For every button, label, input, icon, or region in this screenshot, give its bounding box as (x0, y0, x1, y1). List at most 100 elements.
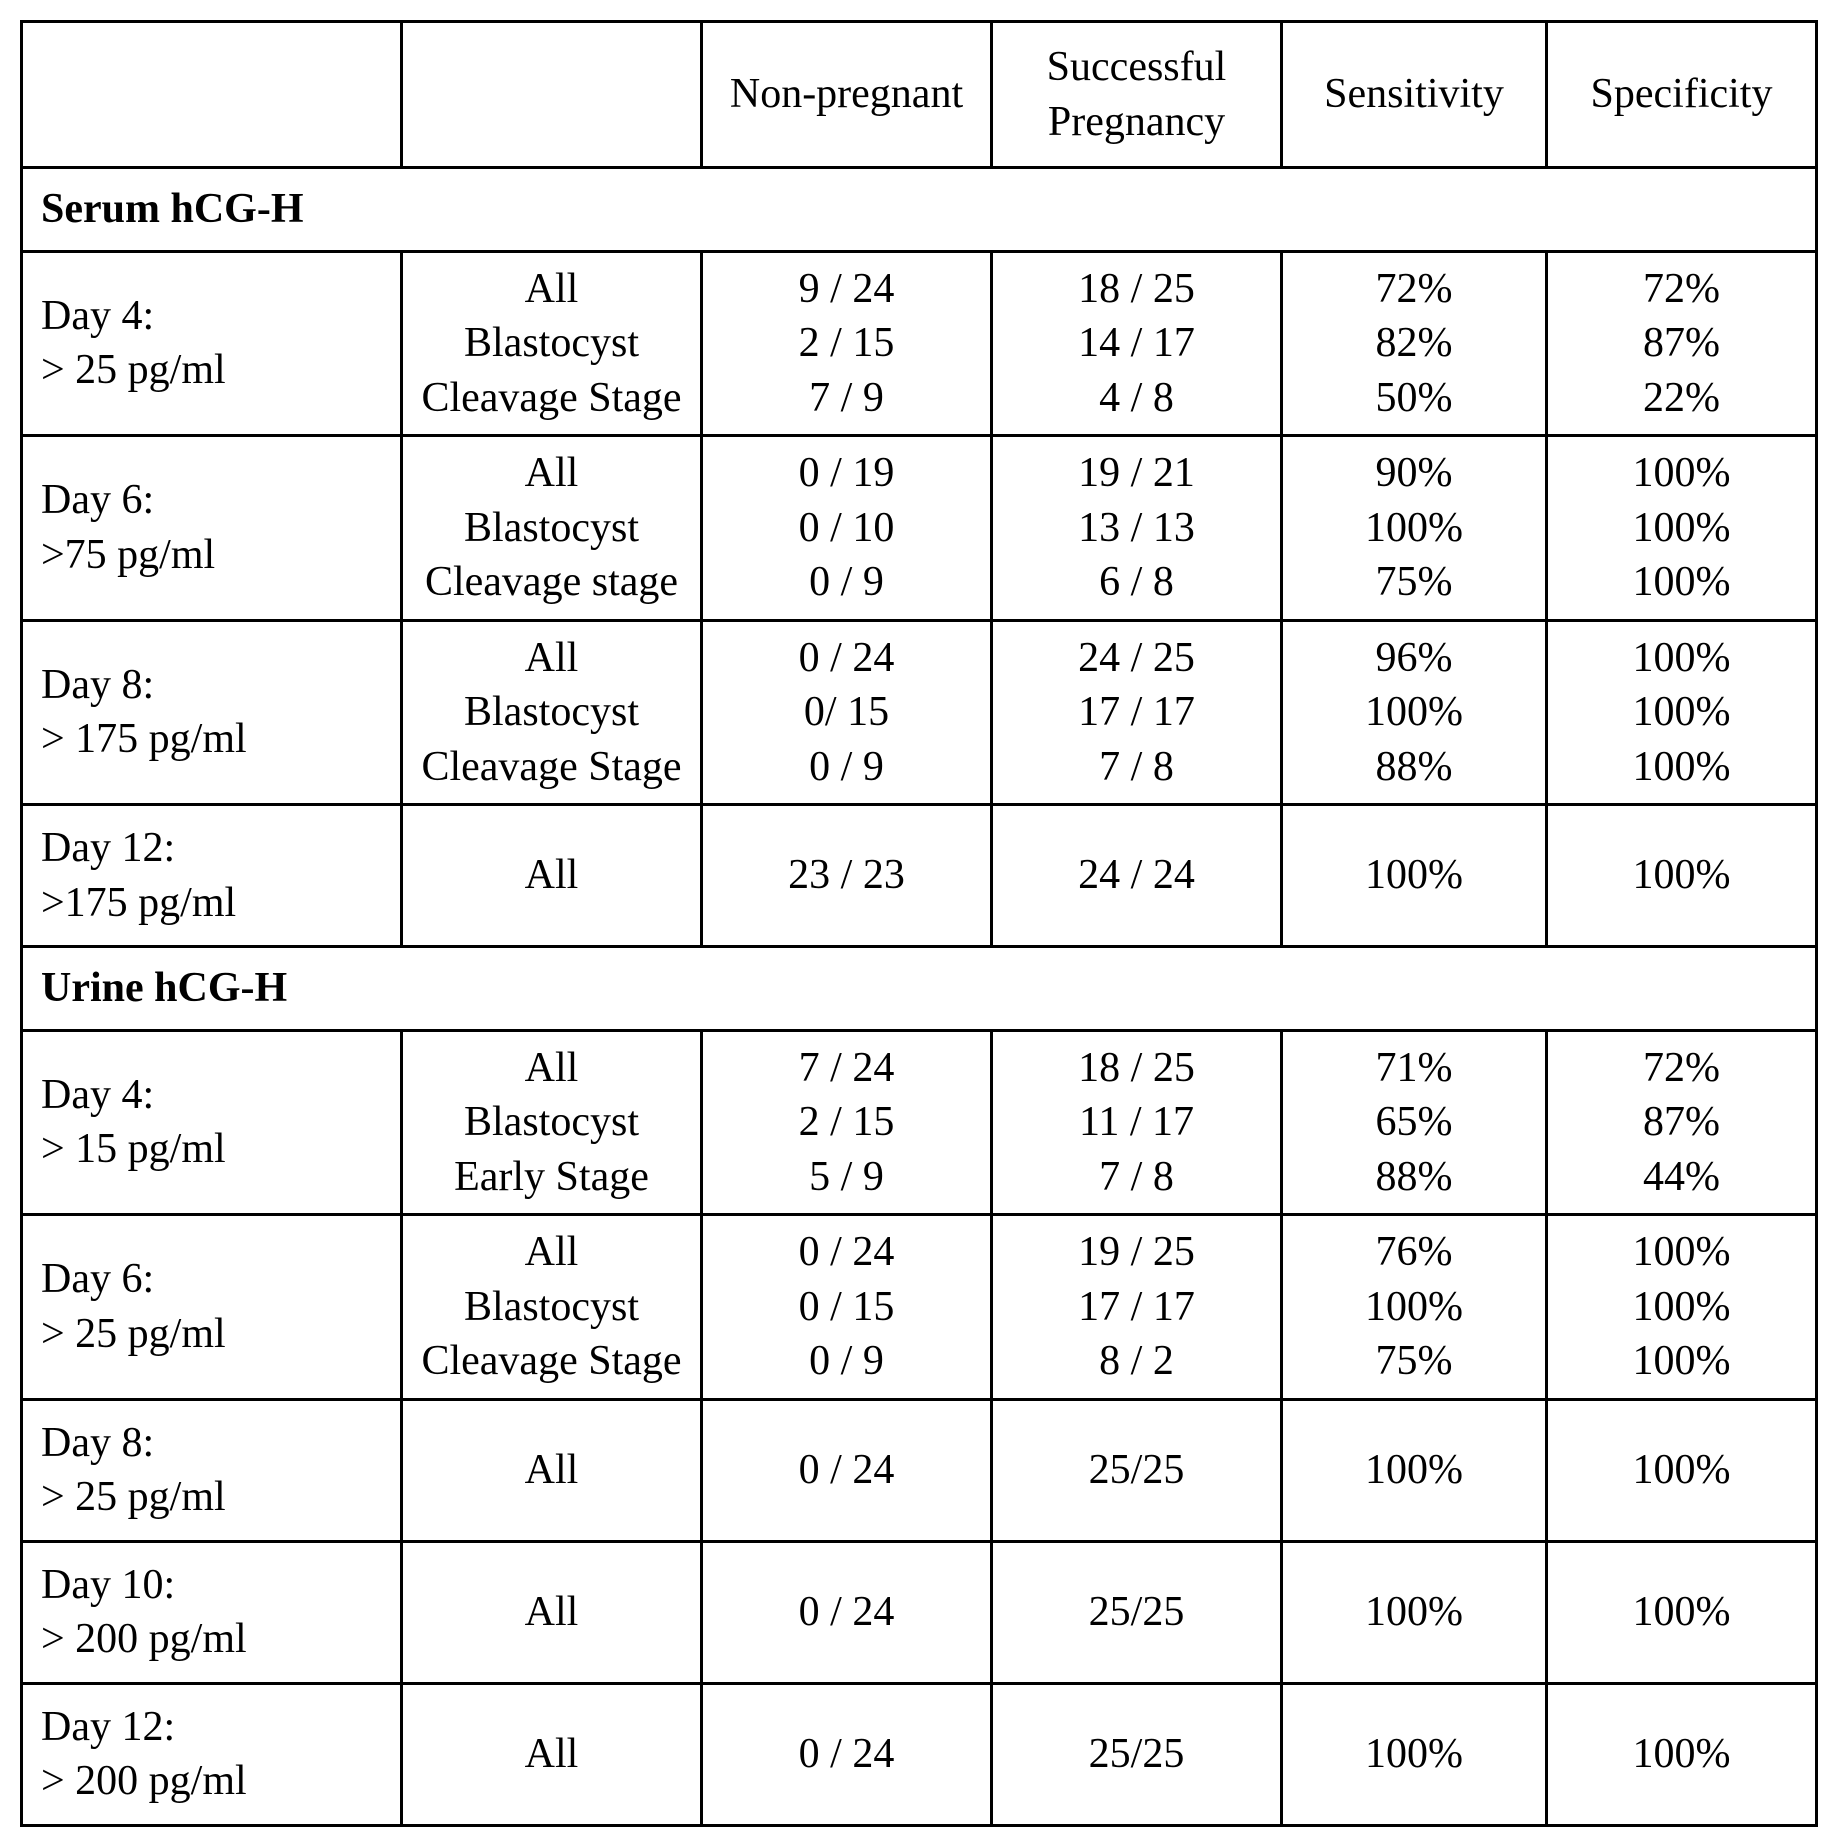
specificity-value: 100% (1547, 1541, 1817, 1683)
subrow-label: AllBlastocystCleavage Stage (402, 1215, 702, 1400)
subrow-label-line: All (525, 1444, 579, 1497)
sensitivity-value: 100% (1282, 1541, 1547, 1683)
subrow-label-line: All (525, 849, 579, 902)
sensitivity-value-line: 100% (1365, 1281, 1463, 1334)
specificity-value-line: 100% (1633, 1586, 1731, 1639)
table-row: Day 6:>75 pg/ml AllBlastocystCleavage sta… (22, 436, 1817, 621)
non-pregnant-value: 9 / 242 / 157 / 9 (702, 251, 992, 436)
subrow-label-line: All (525, 1728, 579, 1781)
table-row: Day 10:> 200 pg/mlAll0 / 24 25/25 100% 100% (22, 1541, 1817, 1683)
subrow-label-line: All (525, 1226, 579, 1279)
non-pregnant-value-line: 23 / 23 (788, 849, 905, 902)
non-pregnant-value: 0 / 24 (702, 1541, 992, 1683)
subrow-label-line: Blastocyst (464, 502, 639, 555)
col-non-pregnant: Non-pregnant (702, 22, 992, 168)
subrow-label-line: Cleavage Stage (421, 1335, 681, 1388)
row-label: Day 4:> 25 pg/ml (22, 251, 402, 436)
successful-value-line: 11 / 17 (1079, 1096, 1194, 1149)
col-blank-1 (402, 22, 702, 168)
row-label: Day 12:> 200 pg/ml (22, 1683, 402, 1825)
sensitivity-value: 76%100%75% (1282, 1215, 1547, 1400)
non-pregnant-value: 0 / 24 (702, 1399, 992, 1541)
non-pregnant-value-line: 2 / 15 (799, 317, 895, 370)
successful-value: 18 / 2511 / 177 / 8 (992, 1030, 1282, 1215)
successful-value: 19 / 2113 / 136 / 8 (992, 436, 1282, 621)
successful-value-line: 19 / 21 (1078, 447, 1195, 500)
successful-value-line: 17 / 17 (1078, 1281, 1195, 1334)
subrow-label-line: Blastocyst (464, 1096, 639, 1149)
sensitivity-value: 71%65%88% (1282, 1030, 1547, 1215)
specificity-value-line: 100% (1633, 1226, 1731, 1279)
sensitivity-value: 96%100%88% (1282, 620, 1547, 805)
sensitivity-value-line: 100% (1365, 502, 1463, 555)
table-row: Day 12:> 200 pg/mlAll0 / 2425/25100%100% (22, 1683, 1817, 1825)
non-pregnant-value-line: 0 / 9 (809, 556, 884, 609)
successful-value: 25/25 (992, 1399, 1282, 1541)
specificity-value: 100% (1547, 805, 1817, 947)
specificity-value-line: 100% (1633, 1444, 1731, 1497)
successful-value-line: 4 / 8 (1099, 372, 1174, 425)
table-row: Day 12:>175 pg/mlAll23 / 2324 / 24100%10… (22, 805, 1817, 947)
non-pregnant-value: 0 / 240/ 150 / 9 (702, 620, 992, 805)
sensitivity-value: 90%100%75% (1282, 436, 1547, 621)
successful-value: 24 / 2517 / 177 / 8 (992, 620, 1282, 805)
successful-value-line: 24 / 24 (1078, 849, 1195, 902)
subrow-label-line: Cleavage Stage (421, 372, 681, 425)
non-pregnant-value-line: 0 / 15 (799, 1281, 895, 1334)
non-pregnant-value-line: 0 / 9 (809, 1335, 884, 1388)
table-row: Day 6:> 25 pg/mlAllBlastocystCleavage St… (22, 1215, 1817, 1400)
sensitivity-value: 100% (1282, 1399, 1547, 1541)
successful-value-line: 13 / 13 (1078, 502, 1195, 555)
specificity-value-line: 100% (1633, 686, 1731, 739)
specificity-value: 100% (1547, 1683, 1817, 1825)
table-row: Day 8:> 175 pg/mlAllBlastocystCleavage S… (22, 620, 1817, 805)
non-pregnant-value-line: 2 / 15 (799, 1096, 895, 1149)
specificity-value: 100%100%100% (1547, 1215, 1817, 1400)
specificity-value: 72%87%22% (1547, 251, 1817, 436)
sensitivity-value: 72%82%50% (1282, 251, 1547, 436)
successful-value: 19 / 2517 / 178 / 2 (992, 1215, 1282, 1400)
hcg-table: Non-pregnant SuccessfulPregnancy Sensiti… (20, 20, 1818, 1827)
non-pregnant-value: 7 / 242 / 155 / 9 (702, 1030, 992, 1215)
successful-value-line: 18 / 25 (1078, 1042, 1195, 1095)
specificity-value-line: 44% (1643, 1151, 1720, 1204)
non-pregnant-value-line: 0/ 15 (804, 686, 889, 739)
row-label: Day 6:>75 pg/ml (22, 436, 402, 621)
non-pregnant-value-line: 7 / 24 (799, 1042, 895, 1095)
specificity-value: 100% (1547, 1399, 1817, 1541)
sensitivity-value-line: 72% (1376, 263, 1453, 316)
subrow-label-line: Early Stage (454, 1151, 649, 1204)
subrow-label-line: All (525, 447, 579, 500)
subrow-label-line: All (525, 632, 579, 685)
non-pregnant-value-line: 0 / 24 (799, 1728, 895, 1781)
table-row: Day 8:> 25 pg/mlAll0 / 2425/25100%100% (22, 1399, 1817, 1541)
non-pregnant-value: 0 / 240 / 150 / 9 (702, 1215, 992, 1400)
sensitivity-value: 100% (1282, 1683, 1547, 1825)
successful-value-line: 6 / 8 (1099, 556, 1174, 609)
row-label: Day 8:> 175 pg/ml (22, 620, 402, 805)
non-pregnant-value: 0 / 190 / 100 / 9 (702, 436, 992, 621)
specificity-value-line: 100% (1633, 1281, 1731, 1334)
specificity-value: 72%87%44% (1547, 1030, 1817, 1215)
col-specificity: Specificity (1547, 22, 1817, 168)
sensitivity-value-line: 71% (1376, 1042, 1453, 1095)
successful-value-line: 25/25 (1089, 1586, 1185, 1639)
sensitivity-value-line: 88% (1376, 741, 1453, 794)
table-row: Day 4:> 25 pg/mlAllBlastocystCleavage St… (22, 251, 1817, 436)
section-title: Serum hCG-H (22, 168, 1817, 252)
non-pregnant-value-line: 0 / 24 (799, 1226, 895, 1279)
sensitivity-value-line: 100% (1365, 849, 1463, 902)
subrow-label: All (402, 1541, 702, 1683)
specificity-value: 100%100%100% (1547, 436, 1817, 621)
subrow-label-line: All (525, 1042, 579, 1095)
subrow-label-line: Cleavage Stage (421, 741, 681, 794)
specificity-value-line: 100% (1633, 1335, 1731, 1388)
sensitivity-value-line: 90% (1376, 447, 1453, 500)
subrow-label: All (402, 805, 702, 947)
row-label: Day 6:> 25 pg/ml (22, 1215, 402, 1400)
row-label: Day 4:> 15 pg/ml (22, 1030, 402, 1215)
section-header: Serum hCG-H (22, 168, 1817, 252)
subrow-label-line: Cleavage stage (425, 556, 678, 609)
successful-value-line: 18 / 25 (1078, 263, 1195, 316)
row-label: Day 10:> 200 pg/ml (22, 1541, 402, 1683)
